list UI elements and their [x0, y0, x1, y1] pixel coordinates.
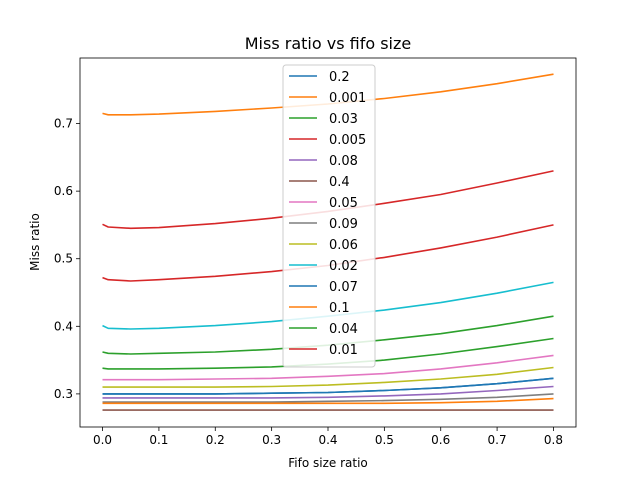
legend-label: 0.4 [329, 175, 350, 190]
legend-label: 0.04 [329, 322, 358, 337]
y-axis-label: Miss ratio [28, 213, 42, 271]
x-tick-label: 0.2 [206, 433, 225, 447]
legend-label: 0.1 [329, 301, 350, 316]
x-tick-label: 0.7 [488, 433, 507, 447]
series-line-4 [102, 385, 554, 399]
chart-title: Miss ratio vs fifo size [245, 34, 411, 53]
series-line-12 [102, 315, 554, 355]
series-line-1 [102, 73, 554, 116]
legend-label: 0.01 [329, 343, 358, 358]
x-tick-label: 0.0 [93, 433, 112, 447]
x-tick-label: 0.4 [318, 433, 337, 447]
legend-label: 0.07 [329, 280, 358, 295]
y-tick-label: 0.3 [54, 387, 73, 401]
series-line-3 [102, 170, 554, 230]
legend-label: 0.2 [329, 70, 350, 85]
legend: 0.2 0.001 0.03 0.005 0.08 0.4 0.05 0.09 0.06 0.02… [282, 64, 376, 368]
legend-label: 0.08 [329, 154, 358, 169]
x-axis: 0.0 0.1 0.2 0.3 0.4 0.5 0.6 0.7 0.8 [93, 427, 563, 447]
y-tick-label: 0.4 [54, 319, 73, 333]
x-tick-label: 0.3 [262, 433, 281, 447]
series-line-9 [102, 281, 554, 330]
x-tick-label: 0.6 [431, 433, 450, 447]
y-tick-label: 0.7 [54, 117, 73, 131]
series-line-2 [102, 337, 554, 370]
legend-box [282, 64, 376, 368]
series-lines [102, 73, 554, 411]
y-tick-label: 0.6 [54, 184, 73, 198]
series-line-6 [102, 354, 554, 381]
x-tick-label: 0.8 [544, 433, 563, 447]
series-line-10 [102, 377, 554, 395]
x-axis-label: Fifo size ratio [288, 456, 368, 470]
legend-label: 0.02 [329, 259, 358, 274]
legend-label: 0.06 [329, 238, 358, 253]
legend-label: 0.005 [329, 133, 366, 148]
series-line-7 [102, 393, 554, 403]
plot-area [79, 57, 577, 428]
y-axis: 0.3 0.4 0.5 0.6 0.7 [54, 117, 80, 401]
x-tick-label: 0.5 [375, 433, 394, 447]
legend-label: 0.03 [329, 112, 358, 127]
legend-label: 0.05 [329, 196, 358, 211]
series-line-8 [102, 366, 554, 388]
legend-label: 0.001 [329, 91, 366, 106]
series-line-11 [102, 397, 554, 405]
series-line-13 [102, 224, 554, 282]
y-tick-label: 0.5 [54, 252, 73, 266]
x-tick-label: 0.1 [149, 433, 168, 447]
legend-label: 0.09 [329, 217, 358, 232]
